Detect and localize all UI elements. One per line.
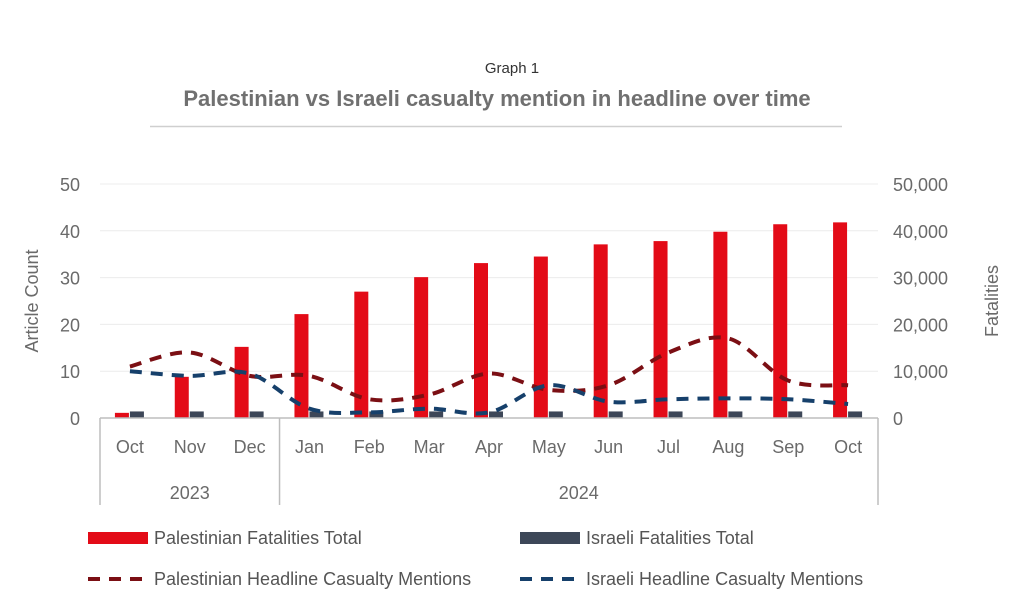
line-israeli-headline-mentions [129,369,849,416]
x-tick-label: Nov [174,437,206,457]
x-group-label: 2023 [170,483,210,503]
y-right-tick-label: 40,000 [893,222,948,242]
legend-label: Palestinian Fatalities Total [154,528,362,548]
bar-palestinian-fatalities [474,263,488,418]
legend: Palestinian Fatalities Total Israeli Fata… [88,528,863,589]
y-right-tick-label: 20,000 [893,315,948,335]
y-right-tick-label: 0 [893,409,903,429]
y-left-tick-label: 40 [60,222,80,242]
bar-palestinian-fatalities [653,241,668,418]
bar-israeli-fatalities [429,411,444,418]
legend-label: Israeli Fatalities Total [586,528,754,548]
bar-israeli-fatalities [489,411,503,418]
bar-palestinian-fatalities [234,346,249,418]
y-right-tick-label: 30,000 [893,269,948,289]
bar-palestinian-fatalities [533,256,548,418]
legend-label: Israeli Headline Casualty Mentions [586,569,863,589]
y-left-tick-label: 10 [60,362,80,382]
legend-label: Palestinian Headline Casualty Mentions [154,569,471,589]
y-left-tick-label: 0 [70,409,80,429]
legend-swatch-bar [88,532,148,544]
bar-israeli-fatalities [369,411,384,418]
x-tick-label: Feb [354,437,385,457]
x-tick-label: Oct [834,437,862,457]
chart-subtitle: Graph 1 [485,60,539,77]
y-left-tick-label: 50 [60,175,80,195]
bar-israeli-fatalities [788,411,803,418]
x-tick-label: Sep [772,437,804,457]
y-left-axis-title: Article Count [22,249,42,352]
x-tick-label: Mar [414,437,445,457]
bar-palestinian-fatalities [354,291,369,418]
y-left-tick-label: 20 [60,315,80,335]
chart-title: Palestinian vs Israeli casualty mention … [183,86,810,111]
bar-israeli-fatalities [249,411,264,418]
bar-palestinian-fatalities [174,376,189,418]
x-tick-label: Jun [594,437,623,457]
x-tick-label: Oct [116,437,144,457]
line-palestinian-headline-mentions [129,335,849,403]
bar-israeli-fatalities [608,411,623,418]
bar-palestinian-fatalities [114,412,129,418]
y-right-tick-label: 50,000 [893,175,948,195]
lines [129,335,849,416]
bar-israeli-fatalities [668,411,683,418]
bar-israeli-fatalities [189,411,204,418]
bars [114,222,863,418]
bar-palestinian-fatalities [773,224,788,418]
x-tick-label: Dec [234,437,266,457]
x-tick-label: May [532,437,566,457]
bar-palestinian-fatalities [713,231,728,418]
bar-palestinian-fatalities [593,244,608,418]
y-right-tick-label: 10,000 [893,362,948,382]
gridlines [100,183,878,372]
axes: 0 0 10 10,000 20 20,000 30 30,000 40 40,000 50 50,0… [22,175,1002,505]
bar-palestinian-fatalities [294,314,309,418]
legend-swatch-bar [520,532,580,544]
y-left-tick-label: 30 [60,269,80,289]
x-tick-label: Jan [295,437,324,457]
y-right-axis-title: Fatalities [982,265,1002,337]
x-tick-label: Apr [475,437,503,457]
bar-palestinian-fatalities [414,277,429,418]
bar-israeli-fatalities [548,411,563,418]
bar-palestinian-fatalities [833,222,848,418]
x-tick-label: Aug [712,437,744,457]
x-group-label: 2024 [559,483,599,503]
bar-israeli-fatalities [309,411,324,418]
x-tick-label: Jul [657,437,680,457]
bar-israeli-fatalities [848,411,863,418]
bar-israeli-fatalities [129,411,144,418]
bar-israeli-fatalities [728,411,743,418]
